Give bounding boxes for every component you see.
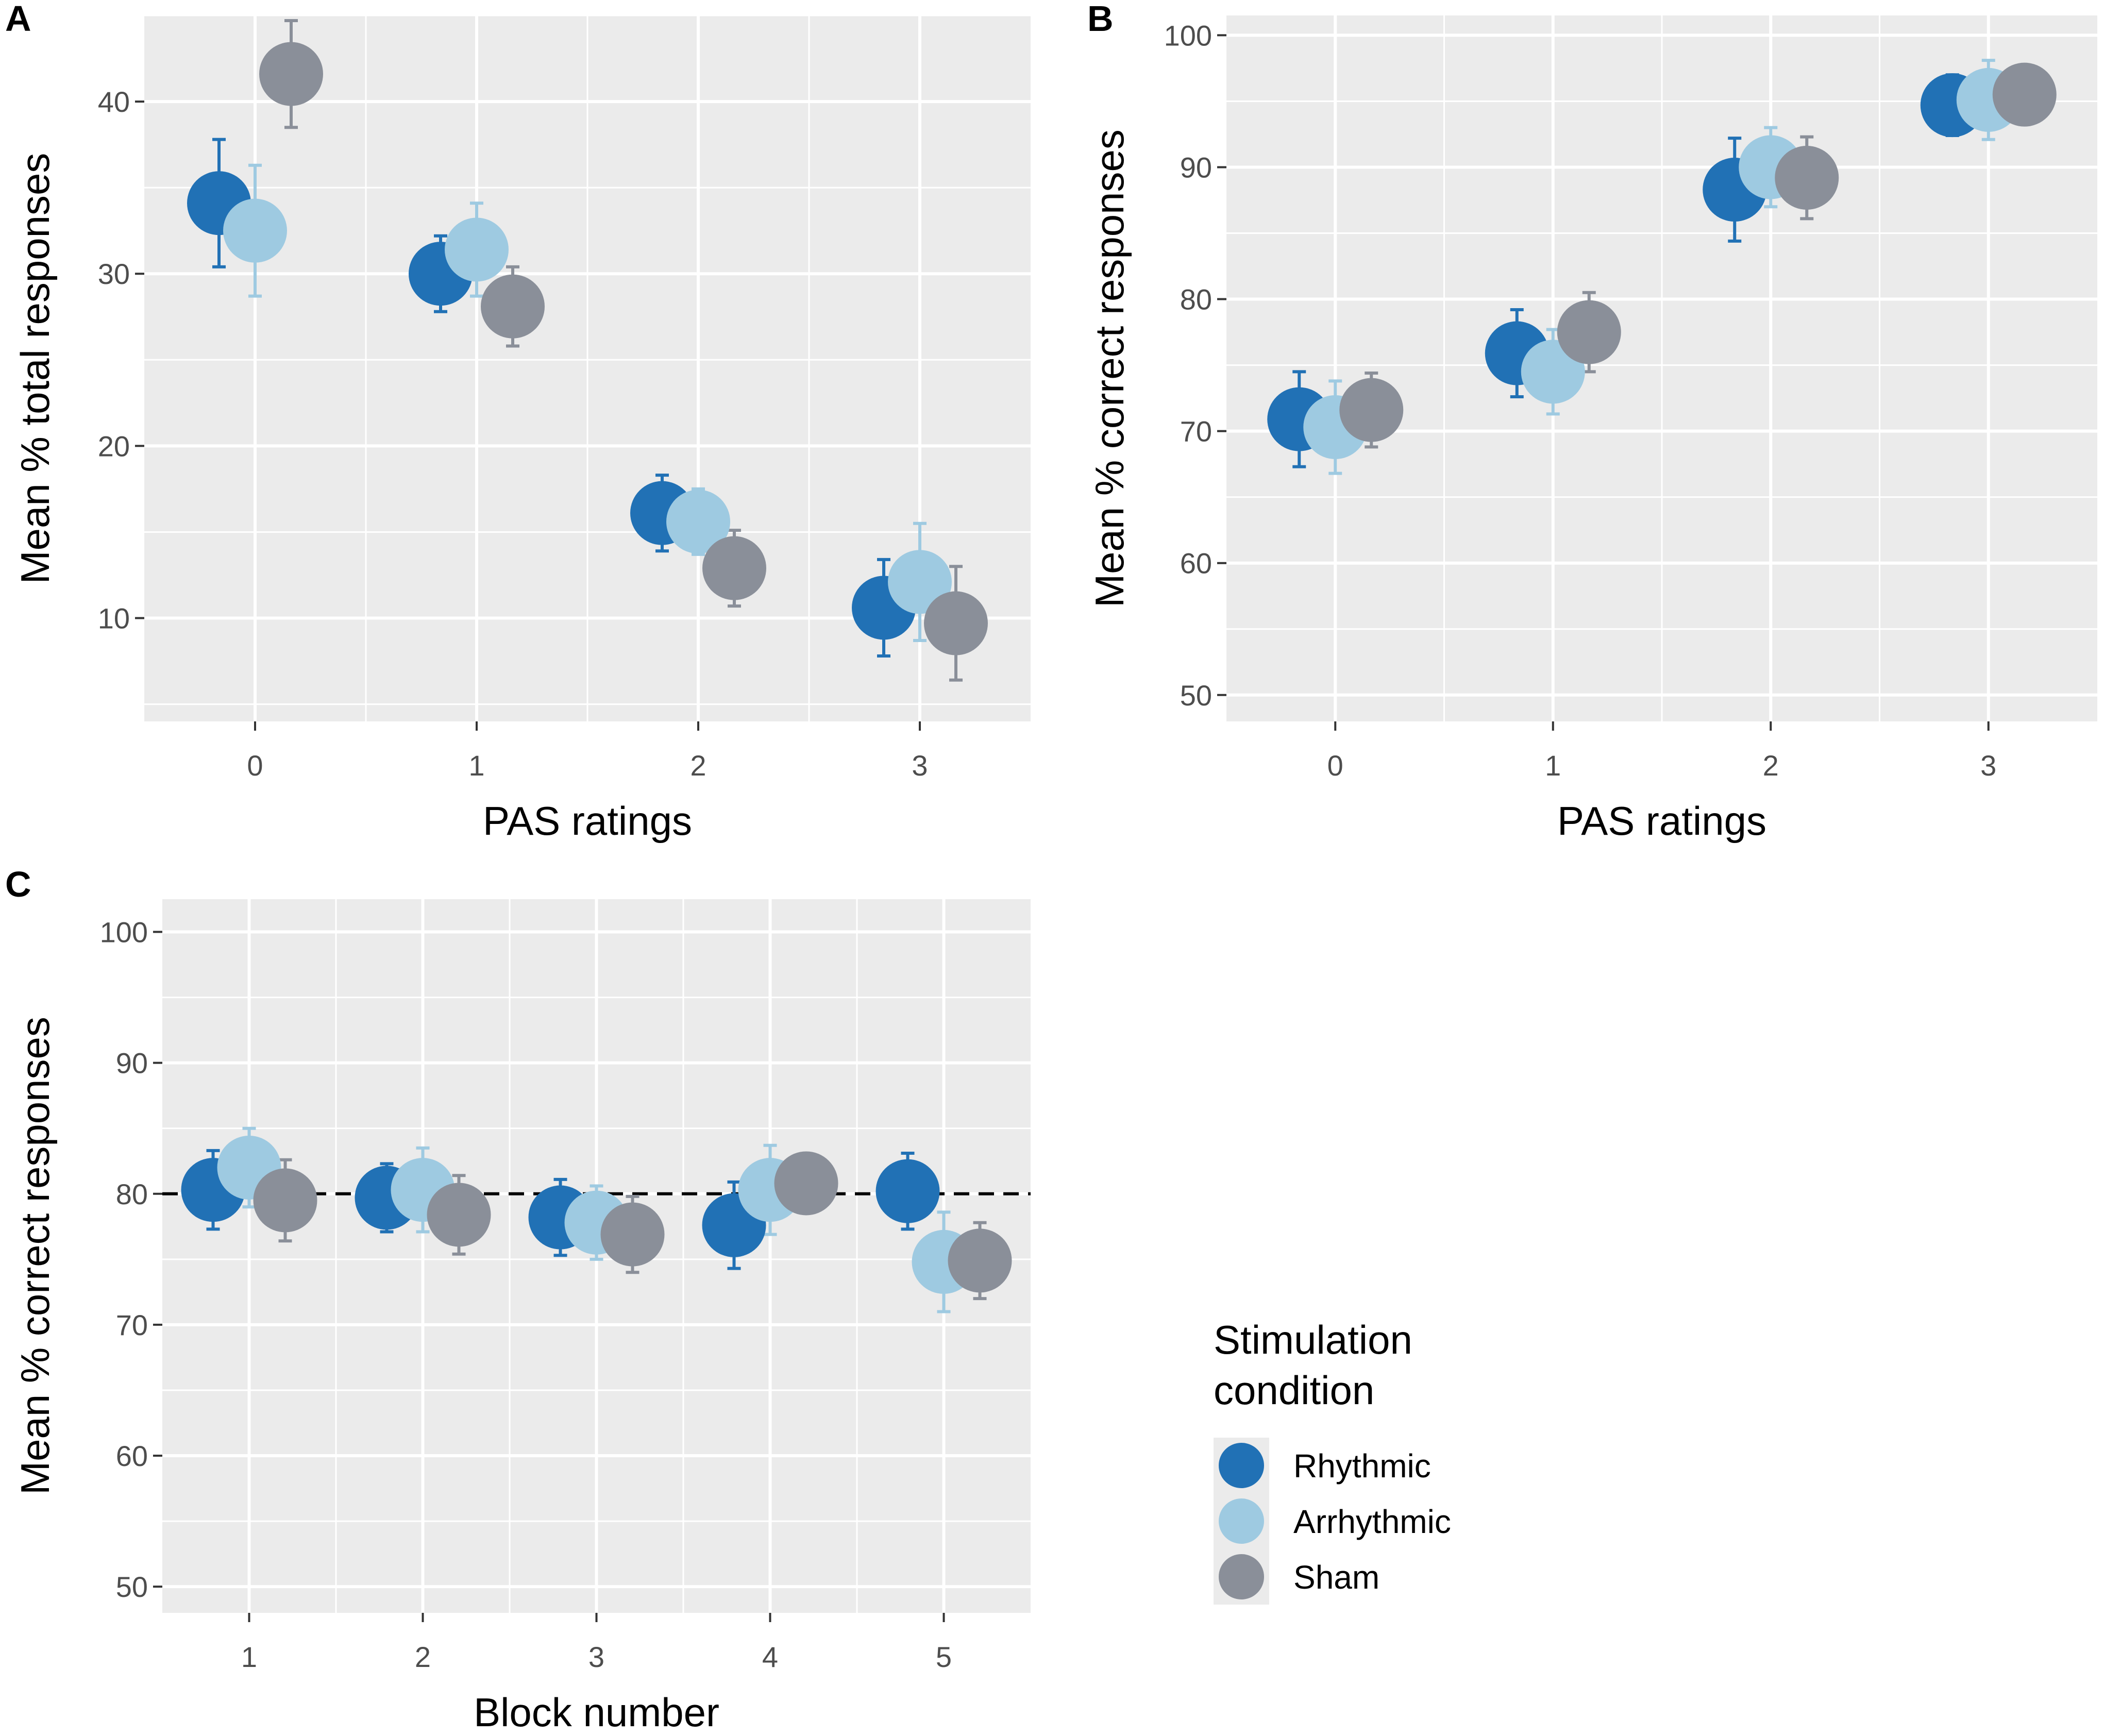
point-sham xyxy=(948,1228,1012,1293)
y-tick-label: 20 xyxy=(98,430,130,462)
x-tick-label: 3 xyxy=(588,1641,604,1673)
y-tick-label: 40 xyxy=(98,86,130,118)
y-tick-label: 100 xyxy=(1164,19,1212,52)
y-tick-label: 70 xyxy=(1180,415,1212,448)
x-tick-label: 1 xyxy=(241,1641,257,1673)
x-tick-label: 1 xyxy=(468,749,484,782)
point-arrhythmic xyxy=(666,490,730,554)
y-tick-label: 50 xyxy=(1180,679,1212,712)
point-sham xyxy=(1775,145,1839,210)
x-tick-label: 3 xyxy=(1980,749,1996,782)
point-sham xyxy=(259,42,323,106)
panel-letter-c: C xyxy=(5,864,31,904)
x-tick-label: 2 xyxy=(1763,749,1779,782)
y-tick-label: 80 xyxy=(1180,283,1212,316)
x-tick-label: 2 xyxy=(415,1641,431,1673)
y-tick-label: 50 xyxy=(116,1571,148,1603)
x-axis-title: PAS ratings xyxy=(483,798,692,844)
legend-key-arrhythmic xyxy=(1219,1498,1264,1544)
point-arrhythmic xyxy=(445,217,509,282)
point-sham xyxy=(1992,62,2057,127)
point-sham xyxy=(702,536,766,600)
point-sham xyxy=(774,1151,838,1216)
x-tick-label: 5 xyxy=(936,1641,952,1673)
legend-label-arrhythmic: Arrhythmic xyxy=(1293,1503,1451,1540)
y-axis-title: Mean % total responses xyxy=(12,153,58,584)
legend-title-line1: Stimulation xyxy=(1214,1317,1412,1362)
point-sham xyxy=(481,274,545,339)
x-tick-label: 3 xyxy=(912,749,928,782)
y-tick-label: 60 xyxy=(1180,547,1212,580)
y-tick-label: 30 xyxy=(98,258,130,290)
legend-label-rhythmic: Rhythmic xyxy=(1293,1447,1431,1485)
panel-c-plot: 50 60 70 80 90 100 1 2 3 4 5 Block number Mean % cor… xyxy=(12,899,1031,1735)
y-tick-label: 70 xyxy=(116,1309,148,1341)
panel-letter-a: A xyxy=(5,0,31,39)
x-axis-title: PAS ratings xyxy=(1557,798,1766,844)
panel-a-plot: 10 20 30 40 0 1 2 3 PAS ratings Mean % total resp… xyxy=(12,14,1031,844)
x-axis-title: Block number xyxy=(474,1690,719,1735)
x-tick-label: 0 xyxy=(1327,749,1343,782)
y-axis-title: Mean % correct responses xyxy=(1087,129,1132,608)
y-tick-label: 10 xyxy=(98,602,130,635)
point-sham xyxy=(1557,300,1621,364)
y-tick-label: 90 xyxy=(1180,151,1212,183)
point-sham xyxy=(600,1202,665,1267)
panel-letter-b: B xyxy=(1087,0,1114,39)
y-tick-label: 80 xyxy=(116,1178,148,1210)
legend-title-line2: condition xyxy=(1214,1368,1374,1413)
y-tick-label: 90 xyxy=(116,1047,148,1080)
point-sham xyxy=(253,1168,317,1233)
y-axis-title: Mean % correct responses xyxy=(12,1017,58,1495)
legend-key-rhythmic xyxy=(1219,1443,1264,1488)
legend: Stimulation condition Rhythmic Arrhythmi… xyxy=(1214,1317,1451,1605)
point-rhythmic xyxy=(876,1159,940,1223)
legend-key-sham xyxy=(1219,1554,1264,1599)
x-tick-label: 2 xyxy=(690,749,706,782)
x-tick-label: 1 xyxy=(1545,749,1561,782)
point-sham xyxy=(427,1183,491,1247)
point-arrhythmic xyxy=(223,198,287,263)
x-tick-label: 0 xyxy=(247,749,263,782)
y-tick-label: 100 xyxy=(100,916,148,949)
y-tick-label: 60 xyxy=(116,1440,148,1472)
point-sham xyxy=(1339,378,1404,442)
legend-label-sham: Sham xyxy=(1293,1559,1379,1596)
point-arrhythmic xyxy=(888,550,952,614)
point-sham xyxy=(924,591,988,655)
panel-b-plot: 50 60 70 80 90 100 0 1 2 3 PAS ratings Mean % corre… xyxy=(1087,15,2097,844)
x-tick-label: 4 xyxy=(762,1641,778,1673)
